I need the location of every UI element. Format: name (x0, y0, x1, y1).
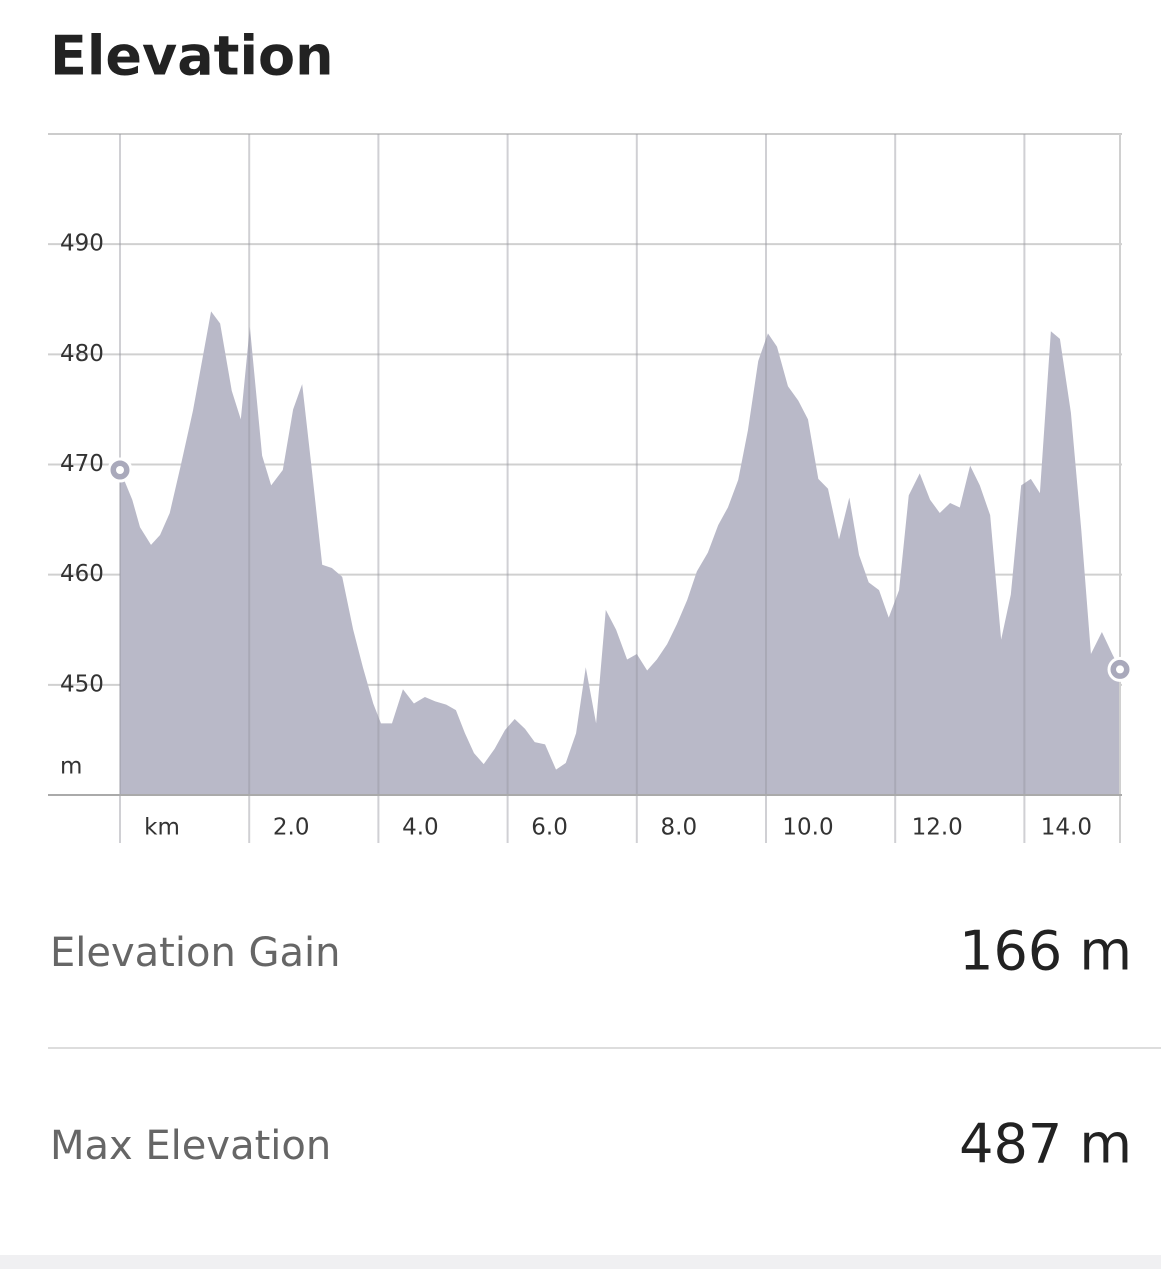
stat-label: Max Elevation (50, 1123, 331, 1169)
x-tick-label: 4.0 (402, 815, 439, 841)
end-marker-dot (116, 466, 124, 475)
x-tick-label: 8.0 (661, 815, 698, 841)
x-tick-label: 10.0 (782, 815, 833, 841)
y-tick-label: 450 (60, 671, 104, 697)
chart: m 450 460 470 480 490 km 2.0 4.0 6.0 8.0 10.0 12.0 14… (48, 134, 1133, 843)
bottom-band (0, 1255, 1161, 1269)
y-tick-label: 490 (60, 231, 104, 257)
title: Elevation (50, 25, 334, 88)
x-tick-label: 12.0 (912, 815, 963, 841)
end-marker-dot (1116, 665, 1124, 674)
stat-value: 166 m (959, 920, 1132, 983)
y-tick-label: 470 (60, 451, 104, 477)
x-tick-label: 2.0 (273, 815, 310, 841)
area (120, 311, 1120, 795)
y-tick-label: 460 (60, 561, 104, 587)
x-tick-label: 6.0 (531, 815, 568, 841)
stat-label: Elevation Gain (50, 930, 341, 976)
x-tick-label: km (144, 815, 180, 841)
x-tick-label: 14.0 (1041, 815, 1092, 841)
y-tick-label: m (60, 754, 82, 780)
stat-value: 487 m (959, 1113, 1132, 1176)
y-tick-label: 480 (60, 341, 104, 367)
